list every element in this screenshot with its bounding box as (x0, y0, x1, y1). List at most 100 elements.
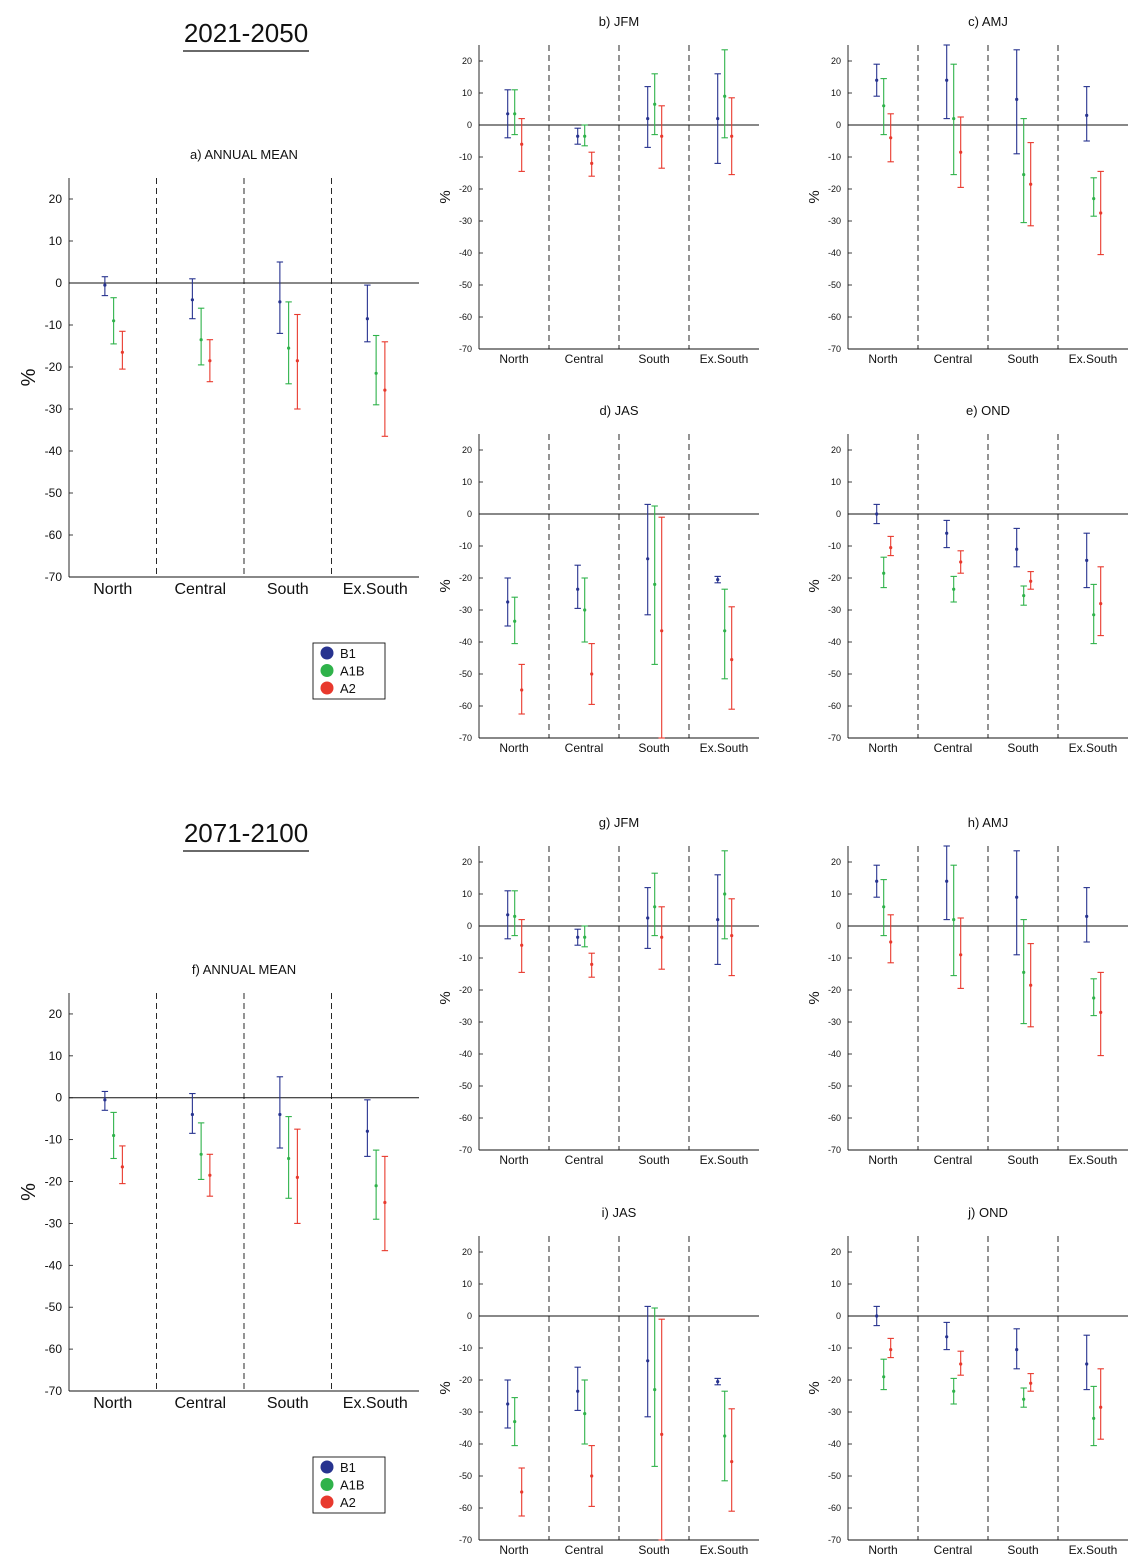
point-a1b (653, 582, 657, 587)
errorbar-a1b (1090, 177, 1097, 217)
point-b1 (1085, 113, 1089, 117)
category-label-exsouth: Ex.South (1069, 352, 1118, 366)
point-a1b (287, 1156, 291, 1161)
errorbar-b1 (101, 276, 109, 297)
y-tick-label: -20 (459, 573, 472, 583)
point-b1 (716, 578, 720, 582)
errorbar-b1 (101, 1090, 109, 1111)
panel-title: i) JAS (602, 1205, 637, 1220)
point-a1b (653, 1388, 657, 1392)
errorbar-b1 (1013, 850, 1020, 956)
point-a2 (208, 1173, 212, 1177)
period-title-1: 2021-2050 (184, 18, 308, 48)
panel-3: c) AMJ 20 10 0 -10 -20 -30 -40 -50 -60 -70% North Ce… (806, 14, 1128, 366)
y-tick-label: 0 (55, 1091, 62, 1105)
point-a2 (520, 142, 524, 146)
y-tick-label: 20 (462, 1247, 472, 1257)
point-a2 (295, 359, 299, 363)
y-tick-label: 10 (462, 88, 472, 98)
point-a2 (660, 1432, 664, 1436)
category-label-exsouth: Ex.South (343, 1395, 408, 1412)
category-label-exsouth: Ex.South (343, 581, 408, 598)
errorbar-a2 (1097, 566, 1104, 637)
point-b1 (1085, 558, 1089, 563)
y-axis-label: % (18, 1183, 40, 1201)
point-a1b (374, 1184, 378, 1188)
y-tick-label: -40 (45, 1258, 63, 1272)
point-a1b (583, 608, 587, 612)
point-a2 (959, 1362, 963, 1366)
point-a1b (112, 1133, 116, 1138)
category-label-north: North (93, 1395, 132, 1412)
point-a2 (590, 161, 594, 165)
y-tick-label: -70 (828, 733, 841, 743)
y-tick-label: -40 (459, 248, 472, 258)
errorbar-a2 (728, 606, 735, 710)
category-label-central: Central (565, 1153, 604, 1167)
category-label-central: Central (934, 741, 973, 755)
panel-7: g) JFM 20 10 0 -10 -20 -30 -40 -50 -60 -70% North Ce… (437, 815, 759, 1167)
y-tick-label: 0 (836, 120, 841, 130)
point-a1b (882, 905, 886, 909)
errorbar-a2 (728, 898, 735, 977)
y-tick-label: -60 (459, 701, 472, 711)
y-tick-label: 20 (462, 445, 472, 455)
errorbar-a1b (880, 1358, 887, 1391)
point-b1 (1085, 1362, 1089, 1366)
y-tick-label: -40 (828, 637, 841, 647)
point-a1b (1022, 1397, 1026, 1401)
y-tick-label: -70 (828, 344, 841, 354)
point-b1 (716, 1380, 720, 1384)
point-a1b (1092, 1416, 1096, 1420)
point-b1 (716, 117, 720, 121)
y-tick-label: -70 (828, 1145, 841, 1155)
y-tick-label: -70 (45, 1384, 63, 1398)
legend-label-b1: B1 (340, 1460, 356, 1475)
y-tick-label: -40 (45, 444, 63, 458)
y-tick-label: -20 (45, 360, 63, 374)
errorbar-a1b (880, 556, 887, 589)
errorbar-a2 (518, 118, 525, 172)
y-tick-label: 0 (467, 1311, 472, 1321)
legend-label-a2: A2 (340, 1495, 356, 1510)
errorbar-b1 (504, 89, 511, 139)
y-tick-label: 20 (831, 1247, 841, 1257)
errorbar-b1 (714, 1377, 721, 1386)
y-tick-label: 20 (49, 1007, 63, 1021)
y-tick-label: -30 (459, 1407, 472, 1417)
errorbar-a2 (381, 341, 389, 437)
panel-10: j) OND 20 10 0 -10 -20 -30 -40 -50 -60 -70% North Ce… (806, 1205, 1128, 1557)
errorbar-b1 (504, 577, 511, 627)
y-axis-label: % (806, 579, 823, 592)
y-tick-label: -10 (828, 152, 841, 162)
legend-marker-b1 (320, 646, 334, 660)
point-a2 (520, 1490, 524, 1494)
point-b1 (103, 283, 107, 287)
point-a1b (199, 338, 203, 342)
errorbar-a2 (658, 1318, 665, 1541)
legend-label-a1b: A1B (340, 664, 365, 679)
errorbar-a2 (1027, 142, 1034, 227)
period-titles: 2021-2050 2071-2100 (183, 18, 309, 852)
y-tick-label: -70 (828, 1535, 841, 1545)
category-label-north: North (499, 741, 528, 755)
y-tick-label: -30 (459, 605, 472, 615)
errorbar-b1 (873, 864, 880, 898)
point-a2 (1029, 182, 1033, 186)
errorbar-a1b (372, 334, 380, 406)
errorbar-b1 (873, 63, 880, 97)
point-a1b (653, 102, 657, 106)
y-tick-label: -60 (828, 701, 841, 711)
point-a1b (287, 346, 291, 350)
legend-label-a1b: A1B (340, 1478, 365, 1493)
point-b1 (1015, 547, 1019, 551)
errorbar-a1b (721, 49, 728, 139)
errorbar-a2 (887, 113, 894, 163)
errorbar-a1b (721, 1390, 728, 1482)
y-tick-label: -60 (459, 1113, 472, 1123)
point-a1b (199, 1152, 203, 1156)
panel-2: b) JFM 20 10 0 -10 -20 -30 -40 -50 -60 -70% North Ce… (437, 14, 759, 366)
errorbar-a2 (294, 1128, 301, 1224)
point-a2 (520, 688, 524, 692)
errorbar-a2 (518, 1467, 525, 1517)
